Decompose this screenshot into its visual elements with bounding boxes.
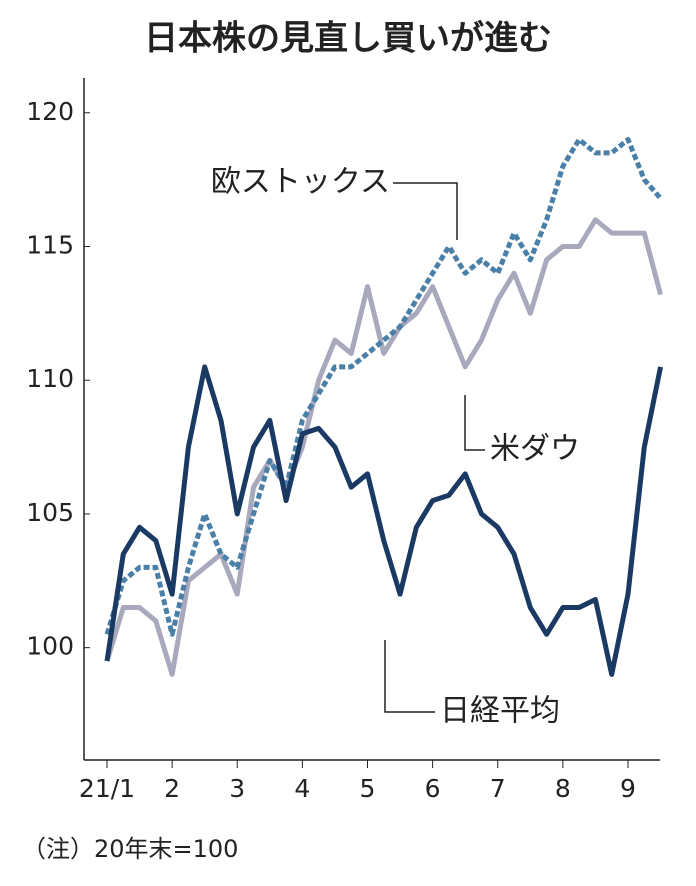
x-tick-label: 7: [490, 774, 506, 803]
x-tick-label: 9: [620, 774, 636, 803]
x-tick-label: 5: [360, 774, 376, 803]
y-tick-label: 100: [26, 632, 74, 661]
y-tick-label: 115: [26, 230, 74, 259]
callout-line: [393, 182, 458, 240]
series-label: 欧ストックス: [211, 165, 390, 200]
x-tick-label: 2: [164, 774, 180, 803]
y-tick-label: 105: [26, 498, 74, 527]
note: （注）20年末=100: [22, 835, 238, 863]
series-label: 日経平均: [440, 694, 560, 729]
x-tick-label: 4: [294, 774, 310, 803]
series-line: [104, 217, 663, 677]
callout-line: [384, 640, 435, 713]
chart-title: 日本株の見直し買いが進む: [144, 19, 552, 59]
series-label: 米ダウ: [490, 432, 580, 467]
x-tick-label: 3: [229, 774, 245, 803]
x-tick-label: 21/1: [79, 774, 135, 803]
callout-line: [464, 395, 485, 451]
x-tick-label: 8: [555, 774, 571, 803]
series-line: [104, 364, 664, 677]
y-tick-label: 110: [26, 364, 74, 393]
series-line: [104, 137, 663, 637]
x-tick-label: 6: [425, 774, 441, 803]
y-tick-label: 120: [26, 97, 74, 126]
